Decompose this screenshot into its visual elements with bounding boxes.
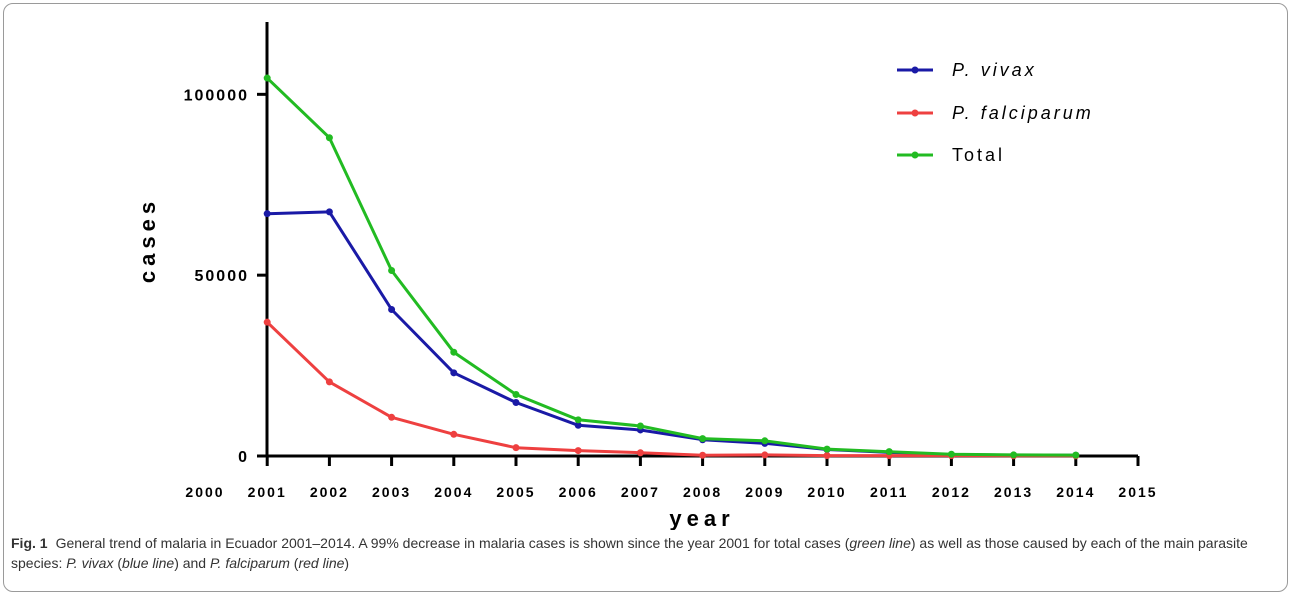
data-point [512,444,520,452]
caption-segment: red line [298,555,345,571]
caption-segment: blue line [122,555,175,571]
x-tick-label: 2002 [310,484,349,500]
caption-segment: ( [289,555,299,571]
data-point [699,451,707,459]
data-point [263,318,271,326]
caption-segment: General trend of malaria in Ecuador 2001… [55,535,850,551]
x-tick-label: 2004 [434,484,473,500]
caption-segment: P. falciparum [210,555,290,571]
data-point [947,450,955,458]
data-point [1010,451,1018,459]
y-axis-title: cases [135,197,160,283]
x-tick-label: 2008 [683,484,722,500]
data-point [636,449,644,457]
caption-segment: P. vivax [66,555,114,571]
legend-swatch-marker [911,151,919,159]
series-line [266,77,1076,457]
data-point [325,208,333,216]
data-point [823,452,831,460]
x-tick-label: 2006 [559,484,598,500]
data-point [388,306,396,314]
data-point [574,447,582,455]
data-point [574,421,582,429]
x-tick-label: 2007 [621,484,660,500]
data-point [761,437,769,445]
legend-label: Total [952,145,1005,165]
figure-caption: Fig. 1 General trend of malaria in Ecuado… [11,533,1276,573]
caption-text: General trend of malaria in Ecuador 2001… [11,535,1248,571]
x-tick-label: 2003 [372,484,411,500]
x-tick-label: 2009 [745,484,784,500]
data-point [388,413,396,421]
data-point [450,369,458,377]
legend-label: P. falciparum [952,103,1094,123]
x-tick-label: 2010 [807,484,846,500]
data-point [574,416,582,424]
x-tick-label: 2012 [932,484,971,500]
caption-segment: ( [113,555,123,571]
data-point [325,134,333,142]
caption-segment: ) as well as those caused by each of the… [11,535,1248,571]
caption-segment: ) and [174,555,210,571]
legend-label: P. vivax [952,60,1037,80]
legend-swatch-marker [911,109,919,117]
caption-segment: green line [849,535,911,551]
data-point [1072,451,1080,459]
data-point [761,451,769,459]
x-tick-label: 2014 [1056,484,1095,500]
data-point [512,398,520,406]
caption-segment: ) [344,555,350,571]
y-tick-label: 100000 [184,87,249,104]
data-point [388,266,396,274]
data-point [823,445,831,453]
x-tick-label: 2000 [185,484,224,500]
data-point [450,430,458,438]
x-tick-label: 2005 [496,484,535,500]
legend-swatch-marker [911,66,919,74]
data-point [699,435,707,443]
figure-frame [3,3,1288,592]
data-point [325,378,333,386]
data-point [263,74,271,82]
x-tick-label: 2015 [1118,484,1157,500]
data-point [636,422,644,430]
data-point [450,348,458,356]
x-tick-label: 2001 [248,484,287,500]
data-point [512,391,520,399]
y-tick-label: 50000 [195,268,250,285]
line-chart: 0 50000 100000 2000 2001 2002 2003 2004 2005 2006… [135,22,1157,530]
data-point [263,210,271,218]
figure-label: Fig. 1 [11,535,48,551]
x-tick-label: 2013 [994,484,1033,500]
series-line [266,321,1076,458]
x-axis-title: year [669,506,734,530]
data-point [885,448,893,456]
x-tick-label: 2011 [870,484,908,500]
y-tick-label: 0 [238,449,249,466]
